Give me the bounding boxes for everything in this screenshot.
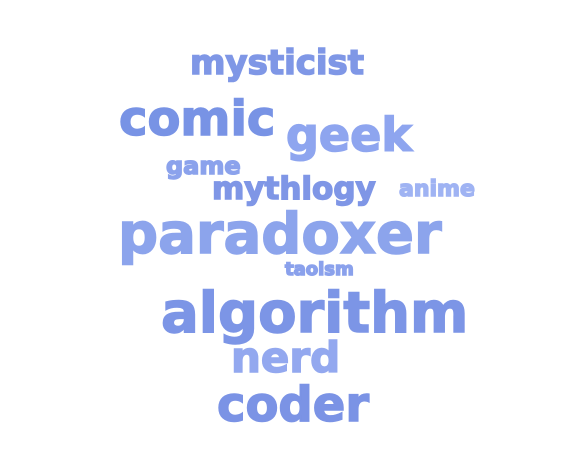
word-mysticist: mysticist (189, 43, 365, 83)
word-coder: coder (216, 377, 370, 433)
word-geek: geek (285, 108, 412, 162)
word-comic: comic (118, 91, 276, 147)
word-nerd: nerd (230, 333, 341, 382)
word-mythlogy: mythlogy (211, 171, 376, 207)
word-algorithm: algorithm (160, 281, 469, 346)
word-game: game (165, 152, 241, 180)
word-paradoxer: paradoxer (117, 202, 442, 267)
word-anime: anime (398, 177, 475, 202)
word-taoism: taoism (284, 259, 354, 280)
